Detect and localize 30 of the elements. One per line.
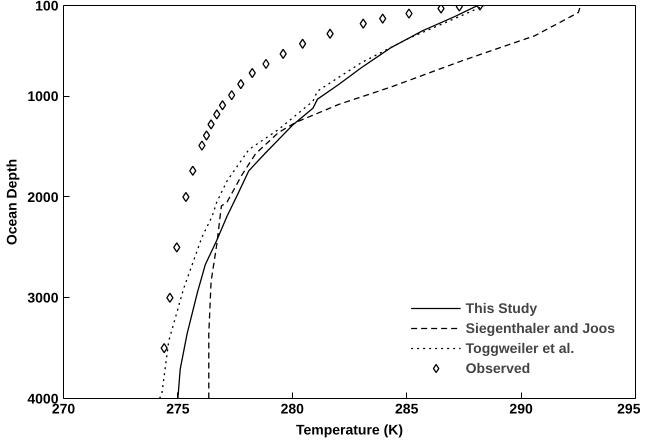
point	[166, 292, 174, 303]
point	[228, 90, 236, 100]
point	[262, 58, 270, 70]
y-tick-label: 2000	[27, 188, 59, 205]
x-tick-label: 285	[395, 400, 419, 416]
legend-label: This Study	[466, 300, 538, 316]
x-tick-label: 295	[617, 400, 641, 416]
y-tick-label: 100	[35, 0, 59, 14]
x-tick-label: 280	[280, 400, 304, 416]
y-tick-label: 1000	[27, 88, 59, 104]
point	[198, 140, 206, 151]
point	[218, 100, 226, 110]
point	[182, 192, 190, 202]
point	[213, 109, 220, 120]
point	[189, 166, 196, 176]
x-tick-label: 290	[509, 400, 533, 416]
point	[173, 242, 180, 252]
point	[405, 8, 413, 19]
point	[207, 119, 215, 130]
legend-label: Observed	[466, 360, 530, 376]
legend-label: Siegenthaler and Joos	[466, 320, 615, 336]
x-axis-title: Temperature (K)	[296, 422, 404, 438]
x-tick-label: 275	[166, 400, 190, 416]
y-axis-title: Ocean Depth	[3, 158, 20, 246]
point	[298, 38, 306, 49]
point	[202, 130, 210, 141]
y-tick-label: 3000	[27, 290, 59, 306]
legend-label: Toggweiler et al.	[466, 340, 574, 356]
point	[437, 6, 445, 14]
point	[326, 28, 334, 39]
